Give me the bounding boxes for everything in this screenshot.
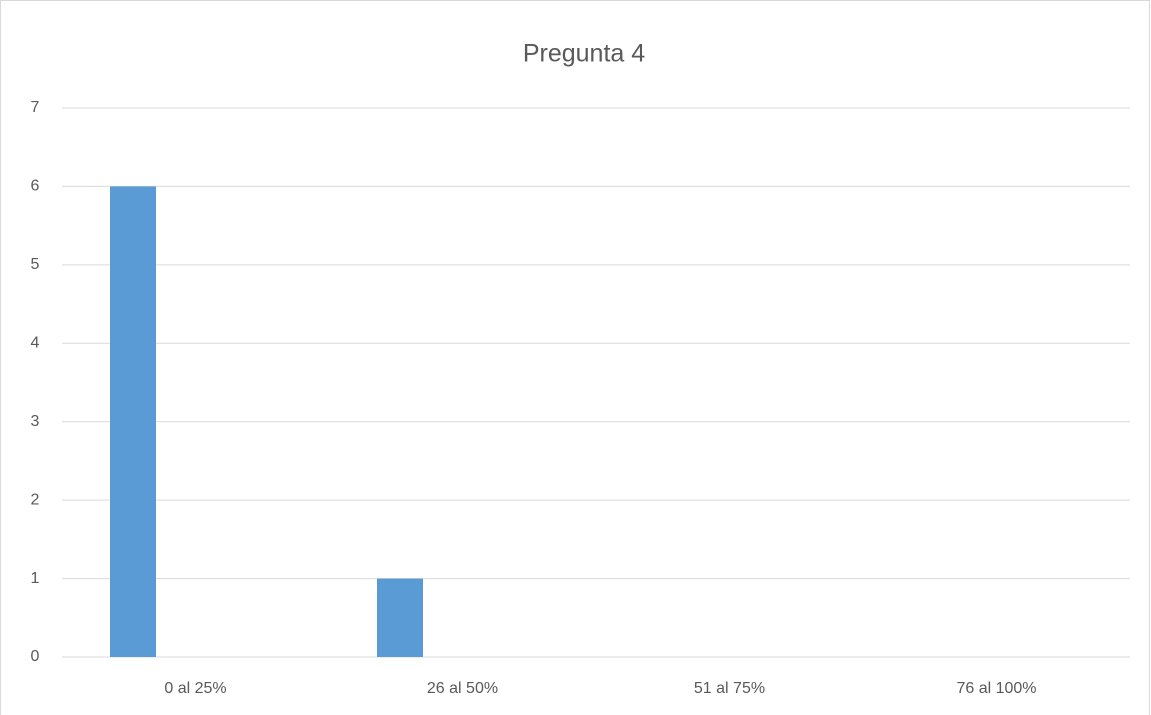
y-tick-label: 2 — [31, 491, 40, 508]
x-tick-label: 26 al 50% — [427, 680, 498, 697]
x-tick-label: 0 al 25% — [164, 680, 226, 697]
chart-title: Pregunta 4 — [523, 40, 645, 68]
y-tick-label: 3 — [31, 413, 40, 430]
x-tick-label: 76 al 100% — [956, 680, 1036, 697]
y-tick-label: 4 — [31, 335, 40, 352]
y-tick-label: 1 — [31, 570, 40, 587]
y-tick-label: 0 — [31, 648, 40, 665]
y-tick-label: 6 — [31, 178, 40, 195]
y-tick-label: 7 — [31, 99, 40, 116]
bar — [110, 186, 156, 657]
x-tick-label: 51 al 75% — [694, 680, 765, 697]
bar — [377, 578, 423, 657]
y-tick-label: 5 — [31, 256, 40, 273]
